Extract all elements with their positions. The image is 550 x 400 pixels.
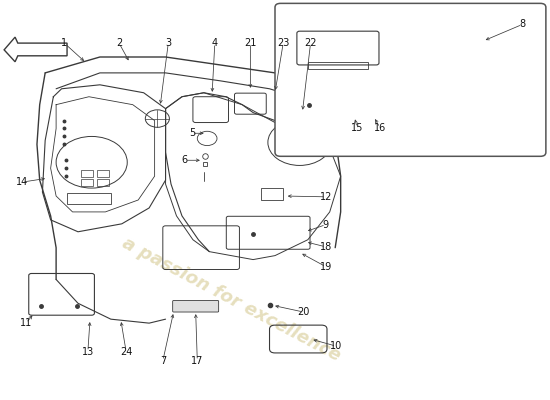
- Text: 2: 2: [116, 38, 122, 48]
- Text: 11: 11: [20, 318, 32, 328]
- Text: 12: 12: [320, 192, 332, 202]
- Text: 7: 7: [160, 356, 166, 366]
- Text: 13: 13: [82, 347, 94, 357]
- FancyBboxPatch shape: [173, 300, 219, 312]
- Text: 23: 23: [277, 38, 289, 48]
- Bar: [261, 188, 283, 200]
- Text: 21: 21: [244, 38, 256, 48]
- Text: 15: 15: [351, 123, 363, 133]
- Text: 24: 24: [120, 347, 133, 357]
- Bar: [81, 170, 93, 177]
- Text: 6: 6: [182, 155, 188, 165]
- Text: 22: 22: [304, 38, 317, 48]
- Bar: [97, 179, 109, 186]
- Text: 20: 20: [297, 307, 310, 317]
- Polygon shape: [4, 37, 67, 62]
- Bar: [308, 62, 368, 69]
- Text: 16: 16: [374, 123, 386, 133]
- FancyBboxPatch shape: [275, 3, 546, 156]
- Text: 10: 10: [330, 341, 343, 351]
- Text: 14: 14: [16, 177, 28, 187]
- Text: 18: 18: [320, 242, 332, 252]
- Text: 8: 8: [519, 20, 525, 30]
- Text: 3: 3: [165, 38, 172, 48]
- Bar: [81, 179, 93, 186]
- Bar: [97, 170, 109, 177]
- Text: 9: 9: [323, 220, 329, 230]
- Text: 4: 4: [212, 38, 218, 48]
- Text: a passion for excellence: a passion for excellence: [119, 234, 344, 365]
- Text: 17: 17: [191, 356, 204, 366]
- Text: 5: 5: [189, 128, 195, 138]
- Text: 1: 1: [61, 38, 68, 48]
- Text: 19: 19: [320, 262, 332, 272]
